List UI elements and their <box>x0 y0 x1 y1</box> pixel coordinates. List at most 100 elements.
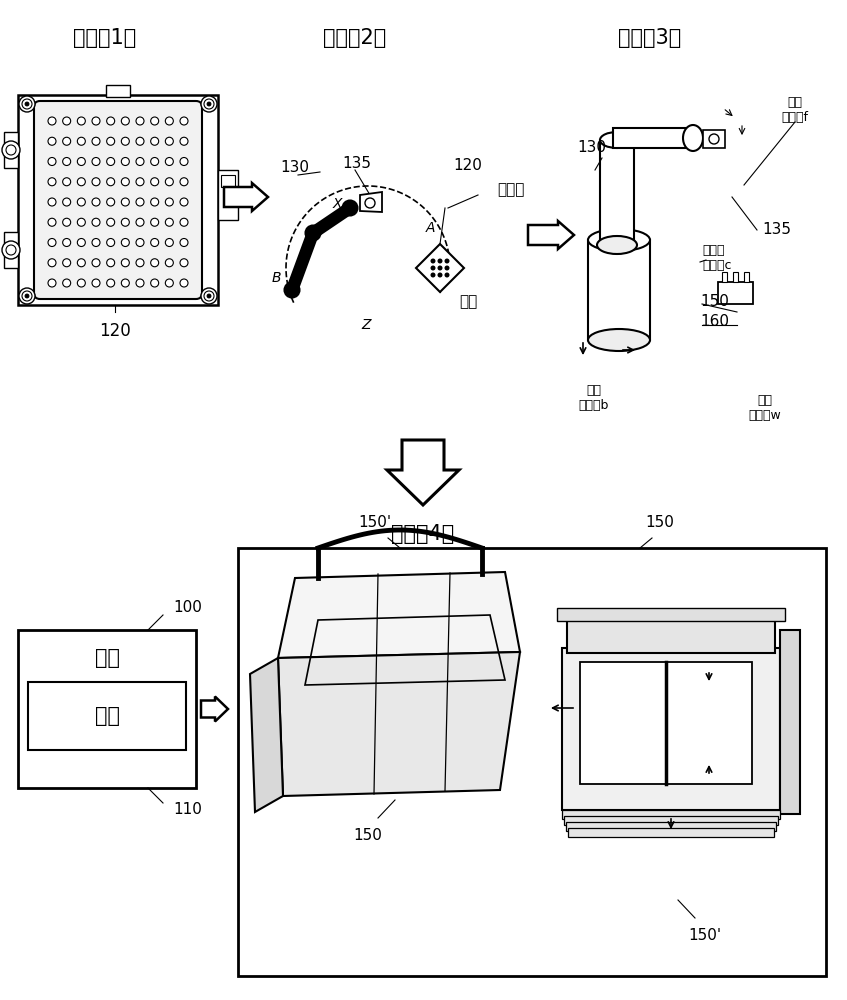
Polygon shape <box>278 572 520 658</box>
Circle shape <box>165 198 174 206</box>
Circle shape <box>121 157 130 165</box>
Circle shape <box>77 238 86 246</box>
Circle shape <box>207 102 211 106</box>
Polygon shape <box>416 244 464 292</box>
Text: A: A <box>425 221 435 235</box>
Circle shape <box>107 178 114 186</box>
Circle shape <box>77 137 86 145</box>
Circle shape <box>107 117 114 125</box>
Circle shape <box>63 259 70 267</box>
Circle shape <box>136 259 144 267</box>
Circle shape <box>136 218 144 226</box>
Circle shape <box>180 238 188 246</box>
Circle shape <box>63 157 70 165</box>
Circle shape <box>430 272 435 277</box>
Circle shape <box>107 259 114 267</box>
Bar <box>557 608 785 621</box>
Circle shape <box>107 198 114 206</box>
Text: 步骤（2）: 步骤（2） <box>324 28 386 48</box>
Circle shape <box>77 178 86 186</box>
Text: 工件
坐标系w: 工件 坐标系w <box>749 394 782 422</box>
Circle shape <box>19 96 35 112</box>
Circle shape <box>63 279 70 287</box>
Circle shape <box>63 238 70 246</box>
Bar <box>28 682 186 750</box>
Circle shape <box>6 145 16 155</box>
Circle shape <box>136 238 144 246</box>
Bar <box>744 272 749 282</box>
Bar <box>562 810 780 819</box>
Circle shape <box>92 279 100 287</box>
Circle shape <box>25 102 29 106</box>
Text: 标记: 标记 <box>459 294 477 310</box>
Circle shape <box>77 259 86 267</box>
Circle shape <box>77 157 86 165</box>
Circle shape <box>204 291 214 301</box>
Text: 100: 100 <box>173 600 202 615</box>
Circle shape <box>165 218 174 226</box>
FancyArrow shape <box>528 221 574 249</box>
Text: 摄像头: 摄像头 <box>497 182 524 198</box>
Circle shape <box>165 238 174 246</box>
FancyArrow shape <box>387 440 459 505</box>
Circle shape <box>107 218 114 226</box>
Circle shape <box>92 117 100 125</box>
Bar <box>733 272 738 282</box>
Circle shape <box>48 259 56 267</box>
Text: 凸缘
坐标系f: 凸缘 坐标系f <box>782 96 809 124</box>
Bar <box>566 822 776 831</box>
Circle shape <box>165 178 174 186</box>
Text: 150: 150 <box>353 828 383 843</box>
Circle shape <box>121 198 130 206</box>
Bar <box>4 132 18 168</box>
Bar <box>567 618 775 653</box>
Circle shape <box>430 265 435 270</box>
Bar <box>568 828 774 837</box>
Text: 步骤（3）: 步骤（3） <box>618 28 682 48</box>
Text: Z: Z <box>362 318 371 332</box>
Circle shape <box>709 134 719 144</box>
Circle shape <box>63 178 70 186</box>
Circle shape <box>365 198 375 208</box>
Bar <box>703 130 725 148</box>
Circle shape <box>92 238 100 246</box>
Circle shape <box>180 198 188 206</box>
Circle shape <box>77 279 86 287</box>
Bar <box>780 630 800 814</box>
Text: 步骤（1）: 步骤（1） <box>74 28 136 48</box>
Bar <box>218 170 238 220</box>
Circle shape <box>48 198 56 206</box>
Circle shape <box>121 117 130 125</box>
Circle shape <box>19 288 35 304</box>
Circle shape <box>48 157 56 165</box>
Circle shape <box>77 117 86 125</box>
Text: 摄像头
坐标系c: 摄像头 坐标系c <box>702 244 732 272</box>
Circle shape <box>136 198 144 206</box>
Text: 软件: 软件 <box>95 706 119 726</box>
Text: X: X <box>332 197 341 211</box>
Circle shape <box>165 157 174 165</box>
Circle shape <box>136 137 144 145</box>
Circle shape <box>151 238 158 246</box>
Ellipse shape <box>600 132 634 148</box>
Circle shape <box>151 279 158 287</box>
Text: 150': 150' <box>689 928 722 943</box>
Circle shape <box>107 157 114 165</box>
Text: 120: 120 <box>99 322 131 340</box>
Circle shape <box>92 198 100 206</box>
Circle shape <box>151 218 158 226</box>
Circle shape <box>121 137 130 145</box>
Circle shape <box>438 272 442 277</box>
Circle shape <box>342 200 357 216</box>
Bar <box>718 282 753 304</box>
Circle shape <box>121 178 130 186</box>
Circle shape <box>151 178 158 186</box>
Circle shape <box>165 137 174 145</box>
Ellipse shape <box>588 329 650 351</box>
Circle shape <box>77 198 86 206</box>
Circle shape <box>207 294 211 298</box>
Circle shape <box>107 279 114 287</box>
Circle shape <box>48 137 56 145</box>
Bar <box>580 662 752 784</box>
Circle shape <box>180 178 188 186</box>
